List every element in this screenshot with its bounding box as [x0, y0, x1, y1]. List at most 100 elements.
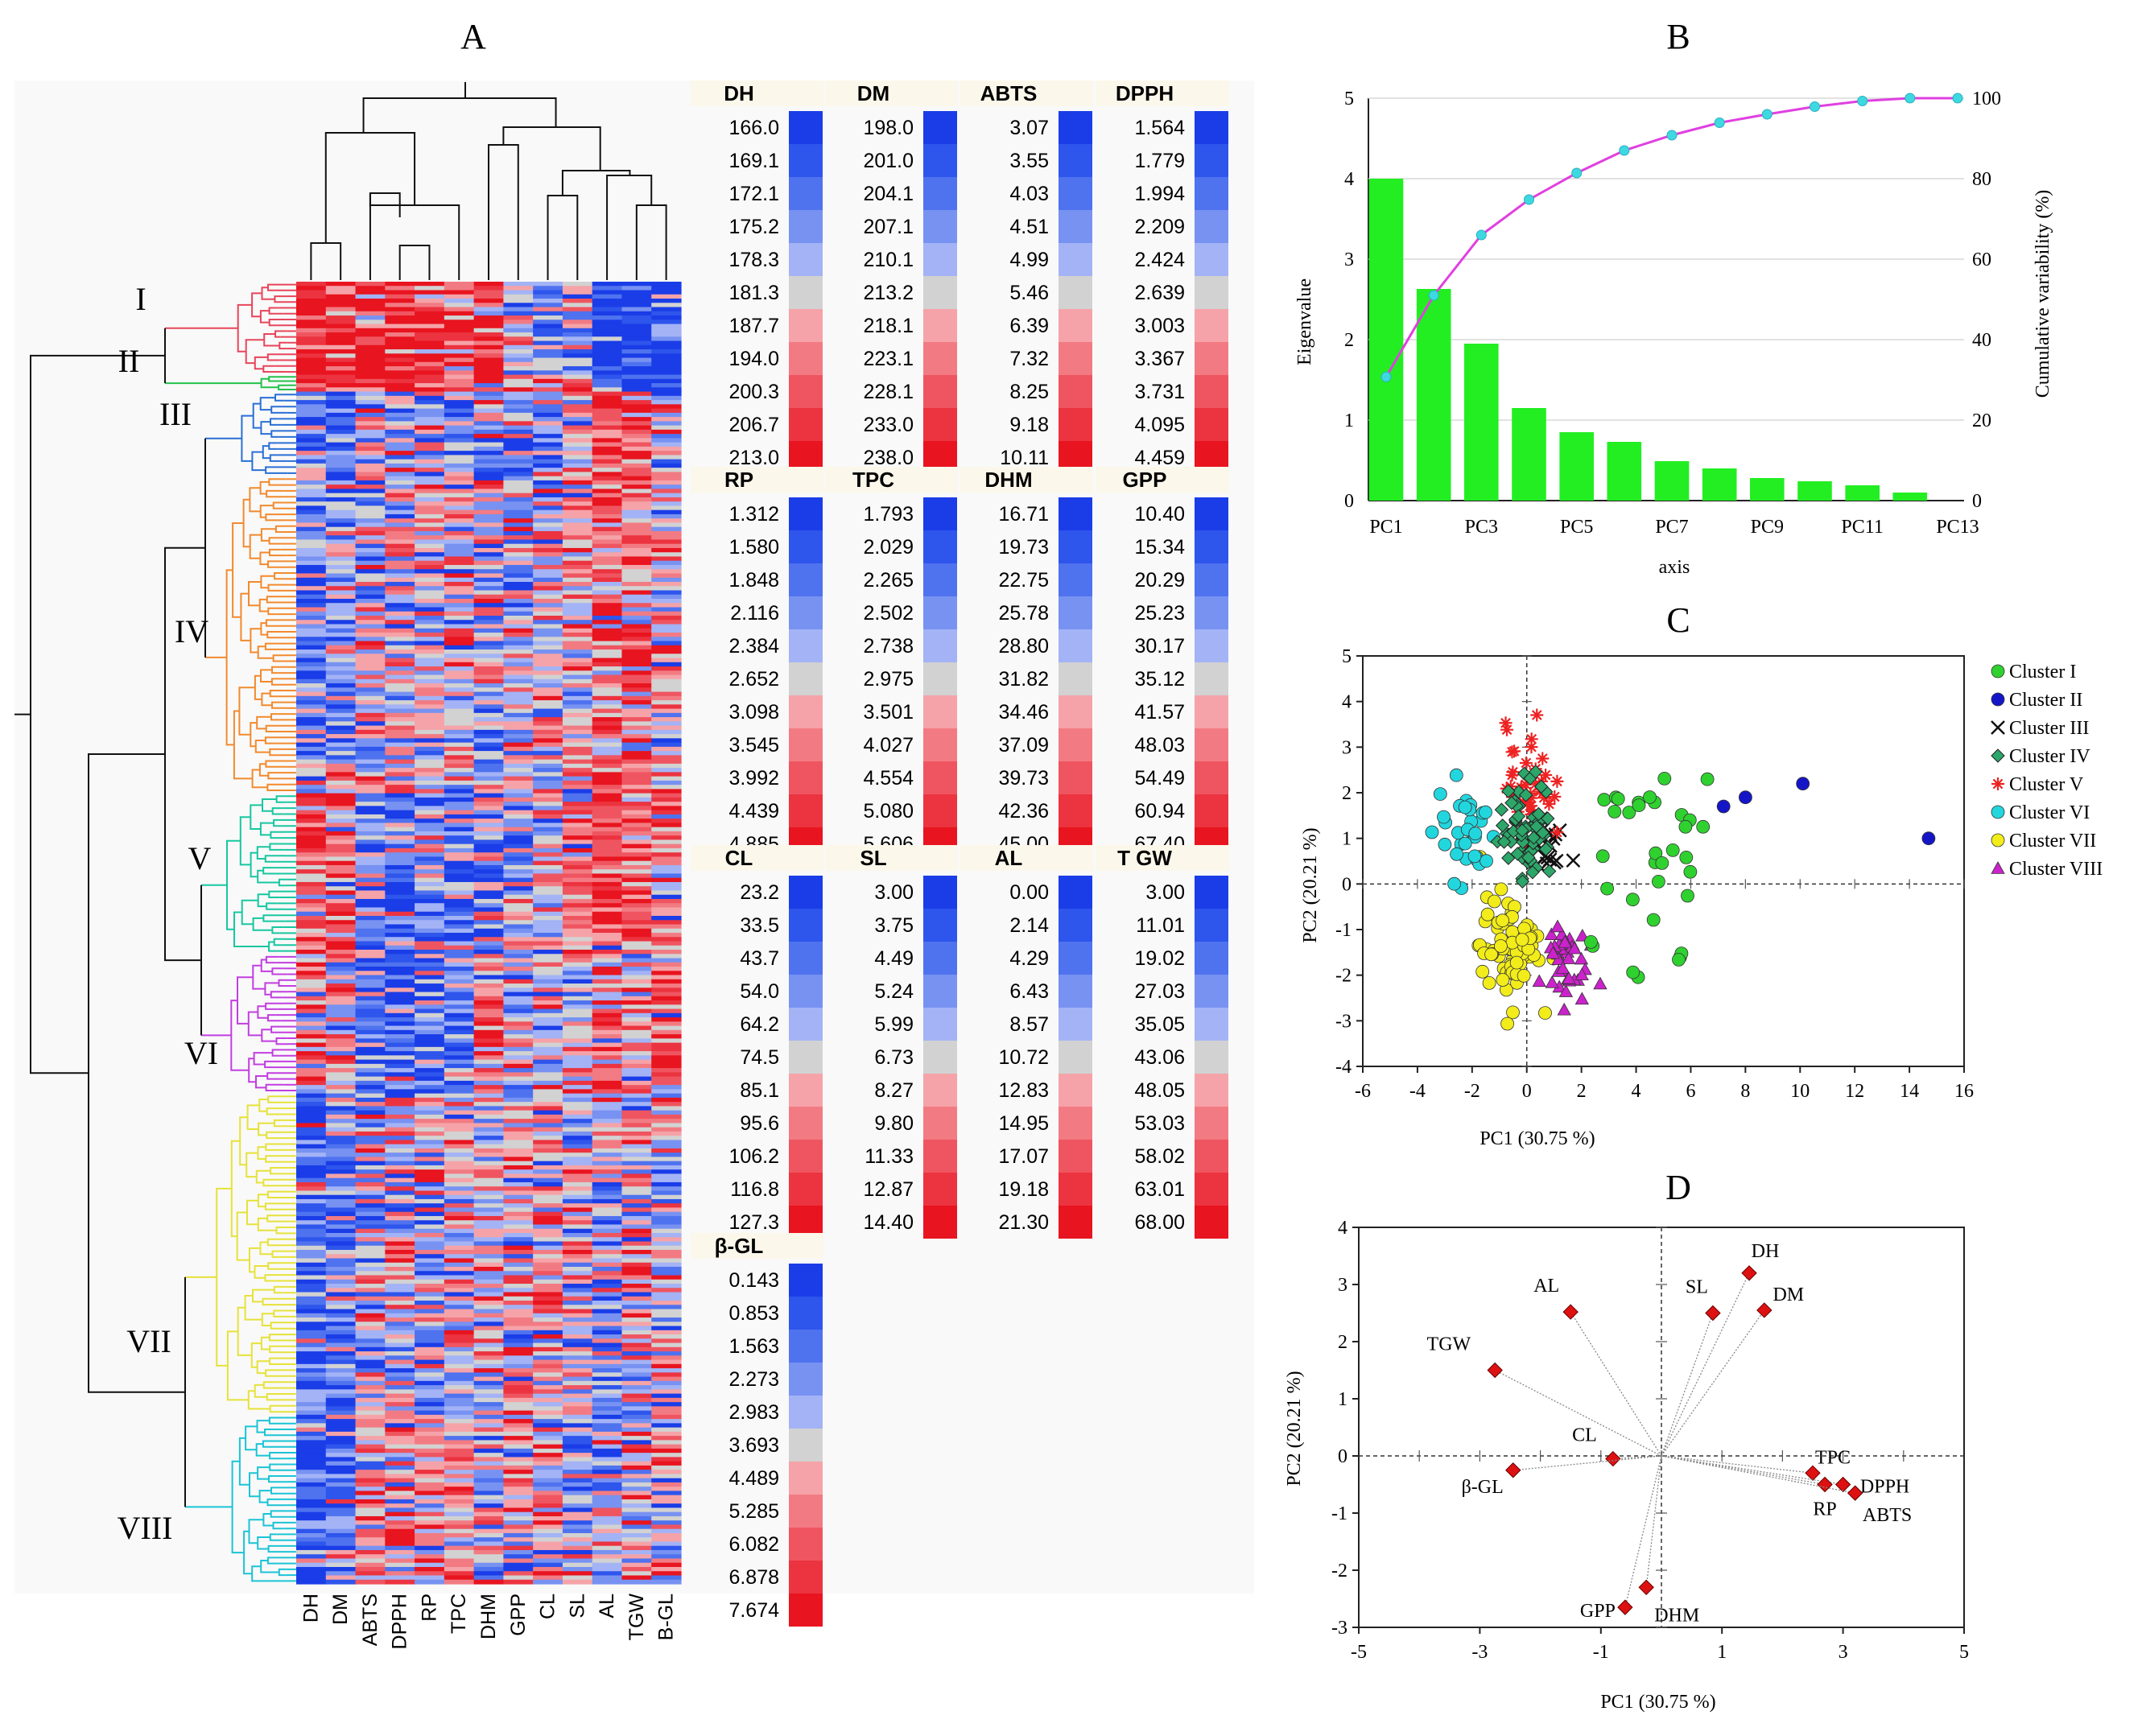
heatmap-cell [592, 975, 623, 980]
heatmap-cell [473, 387, 504, 393]
heatmap-cell [325, 1385, 357, 1390]
heatmap-cell [562, 1470, 593, 1475]
heatmap-cell [355, 1072, 386, 1078]
heatmap-cell [592, 446, 623, 452]
heatmap-cell [562, 1292, 593, 1297]
heatmap-cell [355, 332, 386, 337]
heatmap-cell [503, 674, 534, 680]
cumulative-point [1571, 167, 1583, 179]
heatmap-cell [473, 823, 504, 828]
heatmap-cell [355, 624, 386, 629]
legend-swatch [789, 1330, 823, 1363]
heatmap-cell [533, 299, 563, 303]
heatmap-cell [651, 307, 682, 312]
heatmap-cell [533, 476, 563, 481]
heatmap-cell [592, 518, 623, 524]
heatmap-cell [385, 1114, 415, 1120]
heatmap-cell [296, 1198, 327, 1204]
heatmap-cell [651, 455, 682, 460]
dendrogram-link [270, 418, 282, 426]
heatmap-cell [533, 1288, 563, 1293]
heatmap-cell [503, 746, 534, 752]
heatmap-cell [592, 1165, 623, 1170]
legend-value: 27.03 [1134, 980, 1185, 1003]
heatmap-cell [444, 1410, 475, 1416]
heatmap-cell [592, 933, 623, 938]
heatmap-cell [473, 383, 504, 388]
heatmap-cell [385, 712, 415, 718]
heatmap-cell [355, 400, 386, 405]
heatmap-cell [473, 911, 504, 917]
heatmap-cell [503, 772, 534, 777]
heatmap-cell [296, 911, 327, 917]
heatmap-cell [651, 1127, 682, 1132]
heatmap-cell [533, 564, 563, 570]
heatmap-cell [592, 920, 623, 926]
heatmap-cell [325, 446, 357, 452]
heatmap-cell [444, 1406, 475, 1412]
heatmap-cell [355, 704, 386, 710]
heatmap-cell [621, 1474, 652, 1479]
heatmap-cell [533, 1351, 563, 1356]
heatmap-cell [592, 395, 623, 401]
heatmap-cell [592, 1334, 623, 1339]
heatmap-cell [473, 501, 504, 507]
heatmap-cell [651, 513, 682, 519]
heatmap-cell [355, 1157, 386, 1162]
heatmap-cell [473, 1267, 504, 1272]
heatmap-cell [296, 303, 327, 308]
heatmap-cell [415, 361, 445, 367]
heatmap-cell [533, 1363, 563, 1369]
heatmap-cell [503, 1165, 534, 1170]
heatmap-cell [355, 1063, 386, 1069]
heatmap-cell [473, 1309, 504, 1314]
heatmap-cell [621, 1292, 652, 1297]
heatmap-cell [355, 1021, 386, 1027]
legend-value: 43.06 [1134, 1046, 1185, 1069]
heatmap-cell [533, 802, 563, 806]
dendrogram-link [261, 1313, 274, 1326]
heatmap-cell [385, 374, 415, 380]
heatmap-cell [651, 303, 682, 308]
heatmap-cell [385, 729, 415, 735]
heatmap-cell [296, 374, 327, 380]
heatmap-cell [444, 1532, 475, 1538]
heatmap-cell [444, 996, 475, 1001]
heatmap-cell [325, 654, 357, 659]
heatmap-cell [533, 526, 563, 532]
heatmap-cell [621, 1211, 652, 1217]
heatmap-cell [621, 1190, 652, 1196]
heatmap-cell [473, 624, 504, 629]
heatmap-cell [296, 628, 327, 633]
heatmap-cell [355, 658, 386, 663]
heatmap-cell [444, 1495, 475, 1500]
heatmap-cell [562, 1258, 593, 1264]
heatmap-cell [355, 552, 386, 558]
heatmap-cell [621, 819, 652, 824]
heatmap-cell [503, 1317, 534, 1322]
heatmap-cell [621, 725, 652, 731]
heatmap-cell [503, 1322, 534, 1327]
heatmap-cell [562, 624, 593, 629]
heatmap-cell [385, 1220, 415, 1226]
heatmap-cell [385, 425, 415, 431]
heatmap-cell [533, 620, 563, 625]
heatmap-cell [444, 1198, 475, 1204]
heatmap-cell [473, 1157, 504, 1162]
heatmap-cell [355, 590, 386, 596]
heatmap-cell [592, 755, 623, 761]
heatmap-cell [415, 1119, 445, 1124]
heatmap-cell [621, 1322, 652, 1327]
heatmap-cell [533, 751, 563, 756]
heatmap-cell [562, 785, 593, 790]
heatmap-cell [473, 856, 504, 862]
heatmap-cell [296, 1254, 327, 1260]
heatmap-cell [296, 577, 327, 583]
heatmap-cell [592, 1461, 623, 1466]
heatmap-cell [296, 1144, 327, 1149]
heatmap-cell [592, 827, 623, 832]
heatmap-cell [385, 1579, 415, 1585]
heatmap-cell [533, 1524, 563, 1530]
legend-value: 2.14 [1009, 914, 1049, 937]
heatmap-cell [533, 1579, 563, 1585]
